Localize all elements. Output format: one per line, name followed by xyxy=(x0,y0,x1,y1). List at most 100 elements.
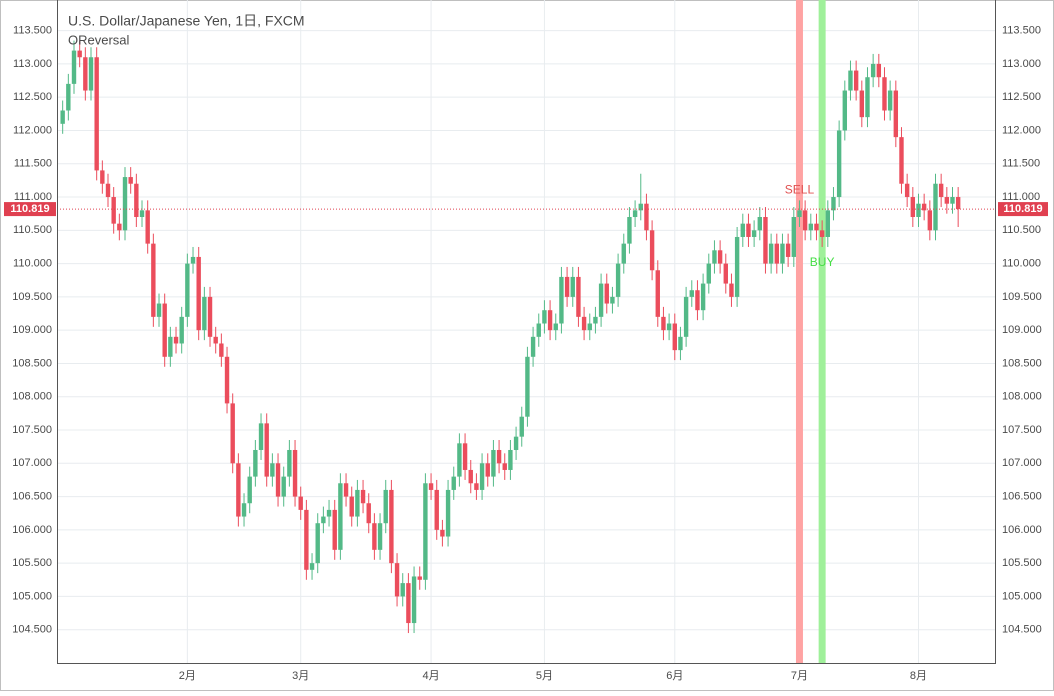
candle-body xyxy=(411,576,417,624)
candle-body xyxy=(468,469,473,484)
candle-body xyxy=(508,449,513,470)
signal-label: SELL xyxy=(785,183,815,197)
candle-body xyxy=(145,210,150,244)
last-price-label: 110.819 xyxy=(10,203,49,215)
candle-body xyxy=(491,449,496,477)
candle-body xyxy=(304,509,309,570)
candle-body xyxy=(258,423,264,450)
candle-body xyxy=(910,197,916,218)
candle-body xyxy=(77,50,82,58)
candle-body xyxy=(111,197,116,224)
candle-body xyxy=(746,223,751,237)
candle-body xyxy=(921,203,927,211)
y-tick-label-right: 111.500 xyxy=(1002,158,1040,170)
candle-body xyxy=(836,130,842,198)
candle-body xyxy=(213,336,218,344)
y-tick-label-right: 109.500 xyxy=(1002,291,1042,303)
candle-body xyxy=(360,489,366,504)
candle-body xyxy=(547,310,553,331)
candle-body xyxy=(757,217,762,231)
candle-body xyxy=(706,263,711,284)
candle-body xyxy=(819,230,825,237)
candle-body xyxy=(219,343,224,357)
candle-body xyxy=(122,177,128,231)
candle-body xyxy=(94,57,99,171)
candle-body xyxy=(117,223,122,231)
candle-body xyxy=(162,303,167,357)
grid-layer xyxy=(57,0,995,663)
y-tick-label-right: 112.500 xyxy=(1002,91,1041,103)
candle-body xyxy=(60,110,65,124)
candle-body xyxy=(865,77,870,118)
y-tick-label: 111.500 xyxy=(14,158,52,170)
y-tick-label: 112.000 xyxy=(13,124,52,136)
y-tick-label: 105.000 xyxy=(12,590,52,602)
y-tick-label: 106.500 xyxy=(12,490,52,502)
candle-body xyxy=(553,323,558,331)
candle-body xyxy=(281,476,286,497)
x-tick-label: 7月 xyxy=(791,670,808,682)
candle-body xyxy=(230,403,235,464)
candle-body xyxy=(695,290,700,311)
candle-body xyxy=(71,50,77,84)
candle-body xyxy=(780,243,785,264)
y-tick-label: 111.000 xyxy=(14,191,52,203)
candle-body xyxy=(615,263,621,297)
candle-body xyxy=(559,276,564,324)
candle-body xyxy=(338,483,343,550)
candle-body xyxy=(933,183,938,231)
candle-body xyxy=(938,183,944,198)
candle-body xyxy=(287,449,292,477)
candle-body xyxy=(355,489,360,517)
y-tick-label: 110.500 xyxy=(13,224,52,236)
candle-body xyxy=(649,230,655,271)
y-tick-label: 107.500 xyxy=(12,424,52,436)
y-tick-label: 113.000 xyxy=(13,58,52,70)
y-tick-label-right: 106.000 xyxy=(1002,524,1042,536)
candle-body xyxy=(564,276,570,297)
candle-body xyxy=(700,283,706,311)
y-tick-label: 112.500 xyxy=(13,91,52,103)
candle-body xyxy=(797,210,802,218)
candle-body xyxy=(207,296,213,337)
last-price-box-right xyxy=(998,202,1048,217)
candle-body xyxy=(298,496,303,510)
signal-band xyxy=(818,0,826,663)
candle-body xyxy=(440,529,445,537)
candle-body xyxy=(661,316,666,331)
candle-body xyxy=(88,57,94,91)
candle-body xyxy=(876,63,882,78)
candle-body xyxy=(610,296,615,304)
candle-body xyxy=(394,563,400,597)
y-tick-label-right: 113.000 xyxy=(1002,58,1041,70)
x-tick-label: 6月 xyxy=(666,670,683,682)
y-tick-label: 108.500 xyxy=(12,357,52,369)
last-price-box xyxy=(4,202,56,217)
candle-body xyxy=(814,223,819,231)
candle-body xyxy=(332,509,337,550)
candle-body xyxy=(916,203,921,218)
candle-body xyxy=(474,483,479,490)
candle-body xyxy=(428,483,434,490)
candle-body xyxy=(632,210,638,218)
candle-body xyxy=(683,296,689,337)
plot-layer xyxy=(57,0,995,663)
candle-body xyxy=(247,476,252,504)
candle-body xyxy=(802,210,808,231)
candle-body xyxy=(372,523,377,550)
candle-body xyxy=(581,316,587,331)
y-tick-label: 109.500 xyxy=(12,291,52,303)
y-tick-label-right: 106.500 xyxy=(1002,490,1042,502)
y-tick-label-right: 111.000 xyxy=(1002,191,1040,203)
y-tick-label: 106.000 xyxy=(12,524,52,536)
candle-body xyxy=(712,250,717,264)
candle-body xyxy=(530,336,536,357)
last-price-label-right: 110.819 xyxy=(1003,203,1042,215)
candle-body xyxy=(831,197,836,211)
candle-body xyxy=(321,516,326,524)
candle-body xyxy=(825,210,831,237)
y-tick-label: 105.500 xyxy=(12,557,52,569)
candle-body xyxy=(768,243,774,264)
candle-body xyxy=(729,283,734,297)
candle-body xyxy=(156,303,162,317)
